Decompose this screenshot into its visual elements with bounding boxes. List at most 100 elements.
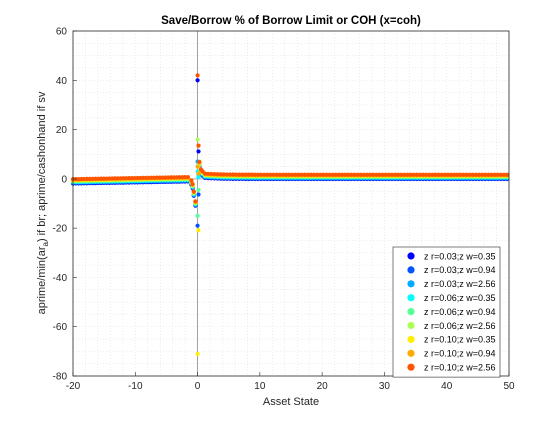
data-point xyxy=(293,172,298,177)
y-tick-label: 20 xyxy=(56,125,68,136)
data-point xyxy=(189,178,194,183)
x-tick-label: 40 xyxy=(441,381,453,392)
data-point xyxy=(315,172,320,177)
data-point xyxy=(243,172,248,177)
data-point xyxy=(190,181,195,187)
data-point xyxy=(364,172,370,177)
data-point xyxy=(197,159,202,164)
data-point xyxy=(196,187,201,193)
data-point xyxy=(271,172,276,177)
data-point xyxy=(185,175,191,180)
y-axis-label-sub: a xyxy=(41,242,50,247)
x-tick-label: 50 xyxy=(503,381,515,392)
legend-marker xyxy=(407,252,415,260)
data-point xyxy=(195,213,200,218)
y-tick-label: -60 xyxy=(53,322,68,333)
ticks: -20 -10 0 10 20 30 40 50 -80 -60 -40 -20 0 20 40 60 xyxy=(53,27,515,393)
data-point xyxy=(195,137,200,142)
legend-marker xyxy=(407,335,415,343)
data-point xyxy=(196,149,201,154)
legend-entry: z r=0.06;z w=0.94 xyxy=(424,307,496,317)
data-point xyxy=(218,172,223,177)
data-point xyxy=(492,172,497,177)
data-point xyxy=(392,172,398,177)
legend-marker xyxy=(407,280,415,288)
data-point xyxy=(195,351,200,356)
series-9 xyxy=(70,73,510,204)
data-point xyxy=(255,172,261,177)
legend-entry: z r=0.03;z w=2.56 xyxy=(424,279,496,289)
data-point xyxy=(430,172,435,177)
data-point xyxy=(489,172,494,177)
data-point xyxy=(414,172,419,177)
data-point xyxy=(206,171,211,176)
data-point xyxy=(290,172,295,177)
data-point xyxy=(452,172,457,177)
data-point xyxy=(374,172,379,177)
data-point xyxy=(377,172,382,177)
data-point xyxy=(420,172,426,177)
axes-box xyxy=(72,30,510,377)
legend-entry: z r=0.10;z w=0.35 xyxy=(424,335,496,345)
series-4 xyxy=(70,162,510,207)
legend-marker xyxy=(407,266,415,274)
data-point xyxy=(371,172,376,177)
data-point xyxy=(442,172,447,177)
data-point xyxy=(195,73,200,78)
data-point xyxy=(299,172,304,177)
data-point xyxy=(324,172,329,177)
data-point xyxy=(339,172,345,177)
data-point xyxy=(249,172,254,177)
data-point xyxy=(458,172,463,177)
data-point xyxy=(486,172,491,177)
data-point xyxy=(464,172,469,177)
data-point xyxy=(240,172,245,177)
data-point xyxy=(408,172,413,177)
data-point xyxy=(262,172,267,177)
x-axis-label: Asset State xyxy=(263,396,319,408)
data-point xyxy=(352,172,357,177)
y-tick-label: -20 xyxy=(53,224,68,235)
data-point xyxy=(355,172,360,177)
data-point xyxy=(483,172,488,177)
data-point xyxy=(417,172,423,177)
data-point xyxy=(495,172,500,177)
legend-entry: z r=0.10;z w=0.94 xyxy=(424,349,496,359)
data-point xyxy=(196,175,201,180)
data-point xyxy=(191,189,196,194)
data-point xyxy=(336,172,342,177)
data-point xyxy=(480,172,485,177)
y-tick-label: 60 xyxy=(56,27,68,38)
data-point xyxy=(221,172,226,177)
series-5 xyxy=(70,161,510,218)
data-point xyxy=(361,172,366,177)
y-axis-label-main: aprime/min(ar xyxy=(36,246,48,314)
data-point xyxy=(343,172,348,177)
data-point xyxy=(302,172,307,177)
data-point xyxy=(202,171,208,176)
data-point xyxy=(448,172,454,177)
data-point xyxy=(427,172,432,177)
data-point xyxy=(327,172,332,177)
data-point xyxy=(195,164,200,169)
data-point xyxy=(321,172,326,177)
data-point xyxy=(296,172,301,177)
data-point xyxy=(195,78,200,83)
data-point xyxy=(433,172,438,177)
legend-marker xyxy=(407,321,415,330)
data-point xyxy=(196,228,201,233)
legend-marker xyxy=(407,308,415,316)
legend-marker xyxy=(407,363,415,371)
data-point xyxy=(330,172,335,177)
legend-entry: z r=0.10;z w=2.56 xyxy=(424,363,496,373)
data-point xyxy=(193,199,198,204)
legend[interactable]: z r=0.03;z w=0.35 z r=0.03;z w=0.94 z r=0.… xyxy=(392,246,501,378)
data-point xyxy=(470,172,475,177)
legend-entry: z r=0.03;z w=0.35 xyxy=(424,251,496,261)
x-tick-label: 30 xyxy=(379,381,391,392)
data-point xyxy=(311,172,317,177)
chart-title: Save/Borrow % of Borrow Limit or COH (x=… xyxy=(161,15,421,27)
data-point xyxy=(287,172,292,177)
